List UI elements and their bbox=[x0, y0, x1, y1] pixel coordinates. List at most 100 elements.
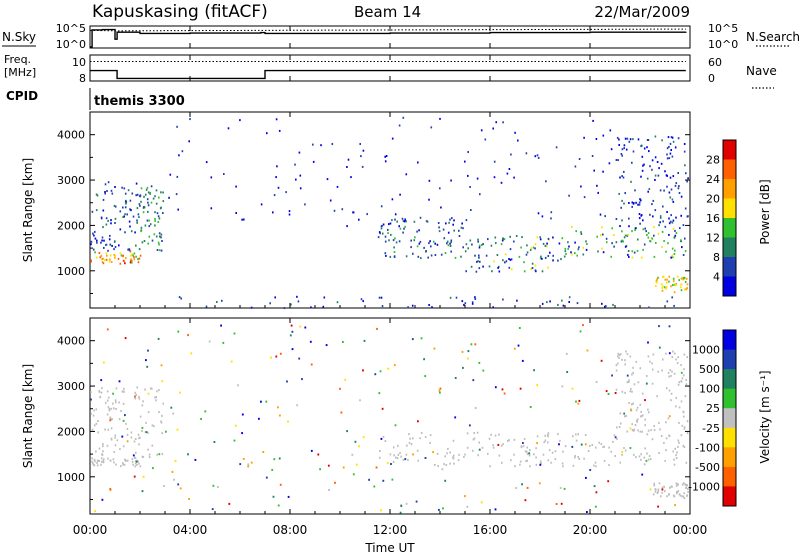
power-pixel bbox=[653, 255, 656, 258]
power-pixel bbox=[380, 296, 383, 299]
velocity-pixel bbox=[407, 458, 409, 461]
velocity-pixel bbox=[222, 341, 225, 344]
velocity-pixel bbox=[449, 451, 451, 454]
power-pixel bbox=[665, 285, 668, 288]
power-pixel bbox=[502, 237, 504, 240]
power-pixel bbox=[402, 220, 405, 222]
velocity-pixel bbox=[490, 433, 492, 436]
colorbar-swatch bbox=[723, 179, 736, 199]
power-pixel bbox=[532, 246, 535, 249]
power-pixel bbox=[323, 296, 326, 299]
velocity-pixel bbox=[517, 344, 520, 347]
noise-left-tick-bottom: 10^0 bbox=[56, 38, 86, 51]
power-pixel bbox=[642, 228, 645, 231]
velocity-pixel bbox=[409, 437, 411, 440]
power-pixel bbox=[94, 251, 96, 254]
velocity-pixel bbox=[108, 407, 111, 410]
velocity-pixel bbox=[362, 436, 365, 439]
power-pixel bbox=[582, 246, 585, 249]
power-pixel bbox=[470, 265, 473, 268]
power-pixel bbox=[450, 179, 452, 182]
velocity-pixel bbox=[673, 463, 676, 466]
power-pixel bbox=[583, 196, 586, 199]
power-pixel bbox=[515, 235, 518, 237]
velocity-pixel bbox=[100, 391, 103, 394]
velocity-pixel bbox=[467, 350, 470, 353]
velocity-pixel bbox=[138, 397, 141, 400]
power-pixel bbox=[465, 219, 468, 222]
velocity-pixel bbox=[102, 443, 104, 446]
power-pixel bbox=[450, 250, 452, 253]
velocity-pixel bbox=[680, 364, 682, 367]
power-pixel bbox=[103, 239, 105, 242]
power-pixel bbox=[430, 254, 433, 257]
power-pixel bbox=[567, 241, 569, 244]
velocity-pixel bbox=[158, 453, 161, 456]
power-pixel bbox=[481, 244, 483, 246]
velocity-pixel bbox=[381, 407, 384, 410]
power-pixel bbox=[478, 267, 481, 270]
velocity-pixel bbox=[420, 432, 423, 434]
power-pixel bbox=[419, 216, 422, 219]
power-pixel bbox=[278, 129, 281, 132]
power-pixel bbox=[539, 236, 541, 239]
velocity-pixel bbox=[147, 431, 149, 434]
power-pixel bbox=[458, 235, 461, 237]
power-pixel bbox=[676, 275, 679, 278]
power-pixel bbox=[671, 254, 674, 257]
power-pixel bbox=[440, 206, 442, 209]
velocity-pixel bbox=[102, 445, 104, 448]
velocity-pixel bbox=[492, 446, 495, 449]
velocity-pixel bbox=[247, 465, 250, 468]
velocity-pixel bbox=[399, 511, 402, 514]
power-pixel bbox=[440, 253, 443, 256]
velocity-pixel bbox=[686, 420, 689, 423]
velocity-pixel bbox=[112, 392, 114, 395]
power-pixel bbox=[398, 225, 400, 228]
velocity-pixel bbox=[399, 452, 401, 454]
power-pixel bbox=[450, 241, 452, 244]
power-pixel bbox=[175, 193, 178, 196]
power-pixel bbox=[631, 256, 634, 259]
power-pixel bbox=[617, 159, 619, 162]
velocity-pixel bbox=[165, 430, 167, 433]
power-pixel bbox=[107, 181, 110, 184]
velocity-pixel bbox=[123, 387, 125, 390]
colorbar-swatch bbox=[723, 237, 736, 258]
power-pixel bbox=[123, 260, 125, 262]
power-pixel bbox=[96, 239, 98, 242]
power-pixel bbox=[670, 285, 672, 288]
velocity-pixel bbox=[653, 429, 656, 432]
power-pixel bbox=[96, 194, 99, 197]
velocity-pixel bbox=[580, 443, 583, 446]
velocity-pixel bbox=[624, 391, 626, 394]
velocity-pixel bbox=[141, 426, 144, 429]
power-pixel bbox=[250, 306, 253, 309]
power-pixel bbox=[124, 192, 127, 195]
velocity-pixel bbox=[462, 366, 464, 369]
power-pixel bbox=[661, 139, 663, 142]
power-pixel bbox=[536, 154, 539, 157]
velocity-pixel bbox=[115, 463, 117, 466]
power-pixel bbox=[138, 216, 140, 219]
power-pixel bbox=[91, 210, 94, 213]
velocity-pixel bbox=[310, 449, 313, 452]
velocity-pixel bbox=[658, 325, 660, 328]
power-pixel bbox=[448, 221, 450, 224]
velocity-pixel bbox=[101, 453, 103, 456]
power-pixel bbox=[649, 165, 651, 168]
velocity-pixel bbox=[434, 463, 436, 466]
power-pixel bbox=[599, 213, 602, 216]
velocity-pixel bbox=[678, 381, 680, 384]
nsky-label: N.Sky bbox=[2, 30, 36, 44]
power-pixel bbox=[488, 265, 491, 268]
velocity-pixel bbox=[557, 433, 559, 436]
power-pixel bbox=[326, 178, 329, 181]
power-pixel bbox=[114, 205, 117, 208]
power-pixel bbox=[98, 252, 101, 254]
velocity-pixel bbox=[646, 433, 649, 436]
velocity-pixel bbox=[682, 495, 684, 498]
power-pixel bbox=[555, 146, 558, 149]
velocity-pixel bbox=[574, 456, 576, 459]
